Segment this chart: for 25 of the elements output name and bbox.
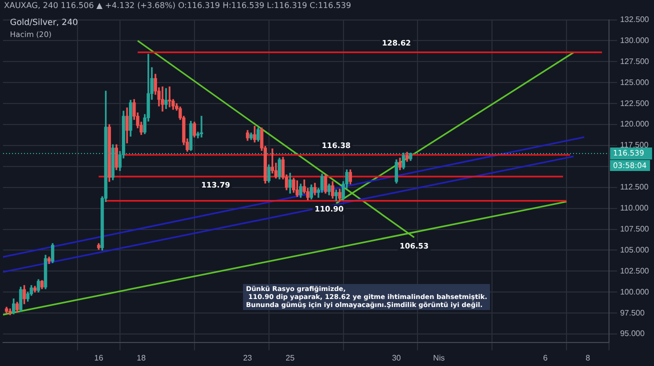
y-tick-label: 107.500 (620, 224, 650, 234)
y-tick-label: 122.500 (620, 98, 650, 108)
y-tick-label: 100.000 (620, 287, 650, 296)
text: XAUXAG, 240 116.506 ▲ +4.132 (+3.68%) O:116.319 H:116.539 L:116.319 C:116.539 (4, 0, 352, 12)
y-tick-label: 105.000 (620, 245, 650, 254)
x-tick-label: 25 (286, 353, 296, 362)
x-tick-label: 30 (392, 353, 402, 362)
y-tick-label: 112.500 (620, 182, 649, 192)
chart-title: Gold/Silver, 240 (10, 18, 78, 28)
x-tick-label: 16 (94, 353, 104, 362)
x-tick-label: 18 (136, 353, 146, 362)
x-tick-label: 6 (543, 353, 548, 362)
y-tick-label: 95.000 (620, 329, 646, 338)
y-tick-label: 130.000 (620, 36, 650, 45)
y-tick-label: 127.500 (620, 56, 650, 66)
x-tick-label: 8 (586, 353, 591, 362)
y-tick-label: 120.000 (620, 120, 650, 129)
y-tick-label: 102.500 (620, 266, 650, 276)
x-tick-label: Nis (433, 353, 445, 362)
y-tick-label: 117.500 (620, 140, 649, 150)
y-tick-label: 125.000 (620, 78, 650, 87)
y-tick-label: 97.500 (620, 308, 646, 318)
y-tick-label: 110.000 (620, 204, 649, 213)
y-tick-label: 132.500 (620, 15, 650, 24)
x-tick-label: 23 (243, 353, 253, 362)
